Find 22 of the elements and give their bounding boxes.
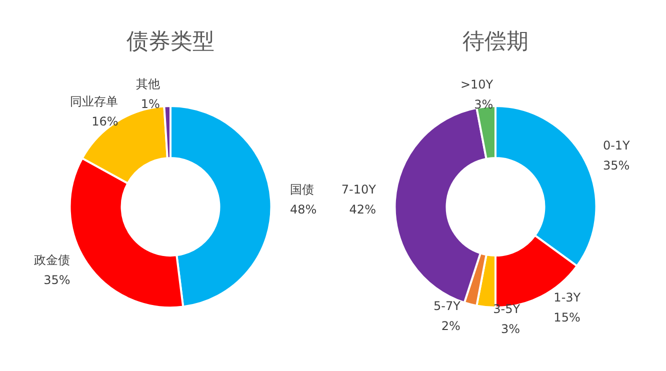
slice-label: 其他 — [136, 77, 160, 92]
slice-label: 政金债 — [34, 253, 70, 268]
chart-title: 待偿期 — [462, 30, 528, 54]
data-label: 1% — [140, 97, 160, 112]
data-label: 3% — [474, 98, 494, 112]
data-label: 3% — [500, 322, 520, 336]
slice-label: >10Y — [460, 78, 494, 92]
data-label: 15% — [554, 310, 580, 324]
slice-label: 同业存单 — [70, 94, 118, 109]
chart-title: 债券类型 — [126, 30, 214, 54]
data-label: 42% — [349, 202, 376, 217]
data-label: 35% — [602, 158, 630, 173]
slice-label: 7-10Y — [341, 182, 377, 197]
slice-label: 0-1Y — [602, 138, 631, 153]
slice-label: 5-7Y — [434, 299, 462, 314]
data-label: 35% — [44, 273, 70, 288]
data-label: 2% — [441, 319, 460, 334]
data-label: 16% — [92, 114, 118, 129]
slice-label: 1-3Y — [554, 290, 582, 304]
data-label: 48% — [290, 202, 317, 217]
slice-label: 国债 — [290, 182, 314, 197]
slice-label: 3-5Y — [493, 302, 521, 316]
